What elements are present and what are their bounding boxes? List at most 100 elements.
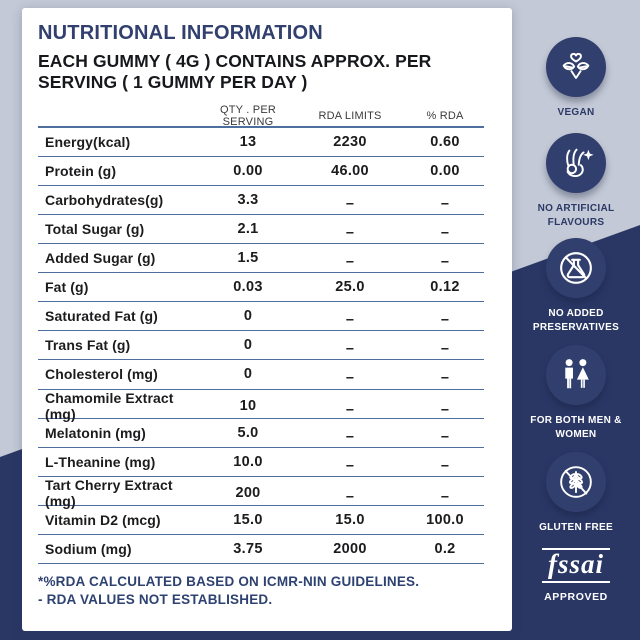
column-header-rda: RDA LIMITS (318, 109, 382, 122)
row-label: Melatonin (mg) (45, 424, 146, 441)
row-label: Total Sugar (g) (45, 221, 145, 238)
badge-gluten-free: GLUTEN FREE (512, 452, 640, 535)
pct-cell: 100.0 (426, 511, 464, 528)
row-label: Tart Cherry Extract (mg) (45, 476, 173, 509)
vegan-icon (546, 37, 606, 97)
pct-cell: – (440, 195, 450, 212)
row-label: Trans Fat (g) (45, 337, 131, 354)
badge-sidebar: VEGAN NO ARTIFICIAL FLAVOURS (512, 0, 640, 640)
rda-cell: – (345, 428, 355, 445)
table-row: Total Sugar (g) 2.1 – – (38, 215, 484, 245)
pct-cell: – (440, 312, 450, 329)
rda-cell: 15.0 (335, 511, 365, 528)
row-label: Cholesterol (mg) (45, 366, 158, 383)
qty-cell: 0.03 (233, 279, 263, 296)
pct-cell: – (440, 225, 450, 242)
pct-cell: – (440, 488, 450, 505)
qty-cell: 1.5 (237, 250, 259, 267)
qty-cell: 10 (239, 397, 257, 414)
badge-for-both-men-women-label: FOR BOTH MEN & WOMEN (530, 415, 622, 440)
ok-hand-sparkle-icon (546, 133, 606, 193)
row-label: L-Theanine (mg) (45, 453, 156, 470)
rda-cell: – (345, 401, 355, 418)
row-label: Fat (g) (45, 279, 89, 296)
pct-cell: – (440, 428, 450, 445)
qty-cell: 5.0 (237, 424, 259, 441)
rda-cell: – (345, 195, 355, 212)
qty-cell: 13 (239, 133, 257, 150)
qty-cell: 0 (243, 337, 253, 354)
badge-no-added-preservatives: NO ADDED PRESERVATIVES (512, 238, 640, 335)
rda-cell: – (345, 370, 355, 387)
table-row: Vitamin D2 (mcg) 15.0 15.0 100.0 (38, 506, 484, 535)
table-row: Tart Cherry Extract (mg) 200 – – (38, 476, 484, 509)
subtitle-line-1: EACH GUMMY ( 4G ) CONTAINS APPROX. PER (38, 51, 432, 71)
table-row: Fat (g) 0.03 25.0 0.12 (38, 273, 484, 303)
pct-cell: 0.00 (430, 162, 460, 179)
row-label: Chamomile Extract (mg) (45, 389, 174, 422)
table-row: Chamomile Extract (mg) 10 – – (38, 389, 484, 422)
nutrition-card: NUTRITIONAL INFORMATION EACH GUMMY ( 4G … (22, 8, 512, 631)
rda-footnote: *%RDA CALCULATED BASED ON ICMR-NIN GUIDE… (38, 573, 498, 609)
table-row: Cholesterol (mg) 0 – – (38, 360, 484, 390)
pct-cell: – (440, 457, 450, 474)
footnote-line-2: - RDA VALUES NOT ESTABLISHED. (38, 592, 273, 608)
table-row: L-Theanine (mg) 10.0 – – (38, 448, 484, 477)
rda-cell: – (345, 488, 355, 505)
footnote-line-1: *%RDA CALCULATED BASED ON ICMR-NIN GUIDE… (38, 574, 420, 590)
table-row: Melatonin (mg) 5.0 – – (38, 419, 484, 448)
pct-cell: – (440, 370, 450, 387)
pct-cell: 0.60 (430, 133, 460, 150)
badge-vegan-label: VEGAN (557, 107, 595, 118)
rda-cell: 2000 (333, 541, 367, 558)
rda-cell: – (345, 341, 355, 358)
qty-cell: 2.1 (237, 221, 259, 238)
table-row: Carbohydrates(g) 3.3 – – (38, 186, 484, 215)
crossed-wheat-icon (546, 452, 606, 512)
row-label: Added Sugar (g) (45, 250, 156, 267)
nutrition-table: QTY . PER SERVING RDA LIMITS % RDA Energ… (38, 104, 484, 565)
column-header-qty: QTY . PER SERVING (220, 103, 276, 128)
pct-cell: – (440, 254, 450, 271)
man-woman-icon (546, 345, 606, 405)
badge-no-artificial-flavours-label: NO ARTIFICIAL FLAVOURS (537, 203, 615, 228)
table-row: Energy(kcal) 13 2230 0.60 (38, 128, 484, 157)
nutrition-table-body: Energy(kcal) 13 2230 0.60 Protein (g) 0.… (38, 128, 484, 565)
table-header-row: QTY . PER SERVING RDA LIMITS % RDA (38, 104, 484, 128)
badge-vegan: VEGAN (512, 37, 640, 120)
qty-cell: 200 (235, 484, 261, 501)
qty-cell: 0.00 (233, 162, 263, 179)
subtitle-line-2: SERVING ( 1 GUMMY PER DAY ) (38, 72, 308, 93)
row-label: Sodium (mg) (45, 541, 132, 558)
table-row: Sodium (mg) 3.75 2000 0.2 (38, 535, 484, 565)
badge-no-artificial-flavours: NO ARTIFICIAL FLAVOURS (512, 133, 640, 230)
fssai-logo: fssai (541, 548, 610, 583)
rda-cell: 2230 (333, 133, 367, 150)
row-label: Saturated Fat (g) (45, 308, 158, 325)
rda-cell: – (345, 312, 355, 329)
rda-cell: – (345, 254, 355, 271)
crossed-flask-icon (546, 238, 606, 298)
qty-cell: 3.75 (233, 541, 263, 558)
rda-cell: 46.00 (331, 162, 369, 179)
table-row: Trans Fat (g) 0 – – (38, 331, 484, 361)
badge-gluten-free-label: GLUTEN FREE (539, 522, 613, 533)
qty-cell: 0 (243, 366, 253, 383)
badge-no-added-preservatives-label: NO ADDED PRESERVATIVES (532, 308, 620, 333)
serving-subtitle: EACH GUMMY ( 4G ) CONTAINS APPROX. PER S… (38, 51, 498, 94)
page-title: NUTRITIONAL INFORMATION (38, 22, 323, 44)
row-label: Energy(kcal) (45, 133, 131, 150)
badge-fssai-approved: fssai APPROVED (512, 548, 640, 603)
row-label: Vitamin D2 (mcg) (45, 511, 161, 528)
qty-cell: 15.0 (233, 511, 263, 528)
qty-cell: 0 (243, 308, 253, 325)
fssai-approved-label: APPROVED (544, 591, 608, 603)
table-row: Saturated Fat (g) 0 – – (38, 302, 484, 332)
rda-cell: 25.0 (335, 279, 365, 296)
rda-cell: – (345, 457, 355, 474)
pct-cell: 0.12 (430, 279, 460, 296)
pct-cell: 0.2 (434, 541, 456, 558)
table-row: Protein (g) 0.00 46.00 0.00 (38, 157, 484, 186)
row-label: Protein (g) (45, 162, 117, 179)
